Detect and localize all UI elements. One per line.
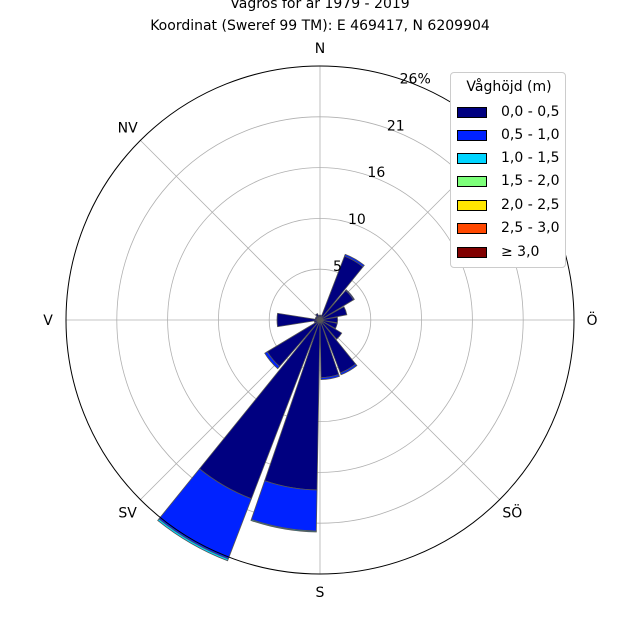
legend-label: 2,0 - 2,5 xyxy=(501,197,560,213)
legend-label: 0,0 - 0,5 xyxy=(501,104,560,120)
rose-bar-segment xyxy=(339,363,358,376)
rose-bar-segment xyxy=(345,289,355,301)
direction-label: SÖ xyxy=(502,503,522,521)
rose-bar-segment xyxy=(276,312,321,328)
radial-tick-label: 16 xyxy=(367,165,385,181)
rose-bar-segment xyxy=(157,518,229,562)
grid-spoke xyxy=(140,140,321,321)
legend-title: Våghöjd (m) xyxy=(466,79,552,95)
direction-label: Ö xyxy=(586,311,597,329)
legend-item: 0,5 - 1,0 xyxy=(457,127,563,144)
legend-item: ≥ 3,0 xyxy=(457,244,563,261)
legend-label: 0,5 - 1,0 xyxy=(501,127,560,143)
outer-circle xyxy=(65,65,575,575)
direction-label: V xyxy=(43,313,53,329)
legend-swatch xyxy=(457,107,487,118)
grid-spoke xyxy=(319,319,500,500)
direction-label: S xyxy=(316,585,325,601)
legend-item: 1,5 - 2,0 xyxy=(457,173,563,190)
legend-item: 1,0 - 1,5 xyxy=(457,150,563,167)
legend-item: 0,0 - 0,5 xyxy=(457,104,563,121)
radial-tick-label: 5 xyxy=(333,259,342,275)
legend-swatch xyxy=(457,247,487,258)
chart-subtitle: Koordinat (Sweref 99 TM): E 469417, N 62… xyxy=(150,18,490,34)
legend-label: 1,0 - 1,5 xyxy=(501,150,560,166)
legend-label: 1,5 - 2,0 xyxy=(501,173,560,189)
rose-bar-segment xyxy=(319,319,343,340)
rose-bar-segment xyxy=(319,316,338,324)
legend-item: 2,0 - 2,5 xyxy=(457,197,563,214)
legend-swatch xyxy=(457,176,487,187)
legend-swatch xyxy=(457,200,487,211)
rose-bar-segment xyxy=(264,351,281,370)
legend-swatch xyxy=(457,153,487,164)
legend-label: 2,5 - 3,0 xyxy=(501,220,560,236)
rose-bar-segment xyxy=(319,306,348,321)
legend-label: ≥ 3,0 xyxy=(501,244,540,260)
radial-tick-label: 26% xyxy=(400,71,431,87)
radial-tick-label: 10 xyxy=(348,212,366,228)
rose-bar-segment xyxy=(250,519,317,533)
direction-label: N xyxy=(315,41,325,57)
legend-swatch xyxy=(457,130,487,141)
legend-item: 2,5 - 3,0 xyxy=(457,220,563,237)
rose-bar-segment xyxy=(343,253,365,268)
rose-bar-segment xyxy=(315,313,321,321)
legend-swatch xyxy=(457,223,487,234)
legend: Våghöjd (m) 0,0 - 0,5 0,5 - 1,0 1,0 - 1,… xyxy=(450,72,566,268)
chart-title: Vågros för år 1979 - 2019 xyxy=(230,0,410,12)
direction-label: SV xyxy=(118,505,137,521)
radial-tick-label: 21 xyxy=(387,118,405,134)
direction-label: NV xyxy=(118,121,138,137)
rose-bar-segment xyxy=(320,373,340,380)
